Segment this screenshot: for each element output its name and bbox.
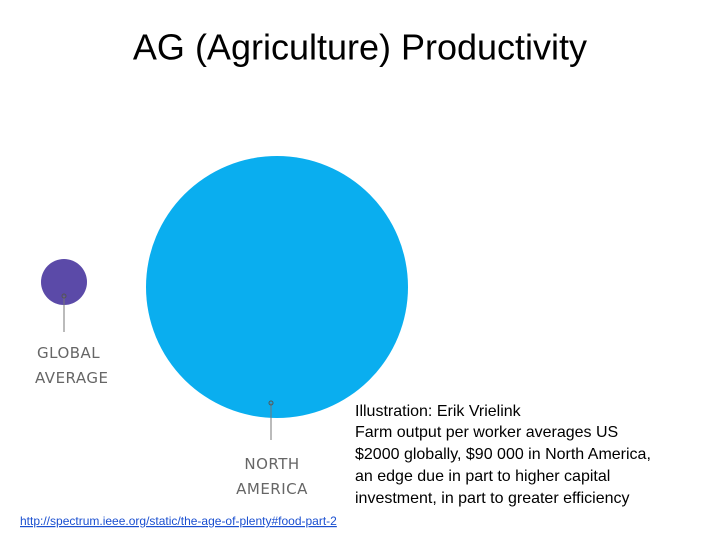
north-america-label: NORTH — [244, 455, 299, 473]
caption-line: $2000 globally, $90 000 in North America… — [355, 446, 651, 463]
global-circle — [41, 259, 87, 305]
caption-line: an edge due in part to higher capital — [355, 468, 610, 485]
global-label: AVERAGE — [35, 369, 108, 387]
source-link[interactable]: http://spectrum.ieee.org/static/the-age-… — [20, 514, 337, 528]
caption-line: Farm output per worker averages US — [355, 424, 618, 441]
north-america-circle — [146, 156, 408, 418]
slide-title: AG (Agriculture) Productivity — [133, 27, 587, 68]
caption-line: investment, in part to greater efficienc… — [355, 490, 630, 507]
global-pointer-dot — [61, 293, 67, 299]
north-america-pointer-dot — [268, 400, 274, 406]
global-label: GLOBAL — [37, 344, 100, 362]
north-america-label: AMERICA — [236, 480, 308, 498]
caption-line: Illustration: Erik Vrielink — [355, 403, 522, 420]
